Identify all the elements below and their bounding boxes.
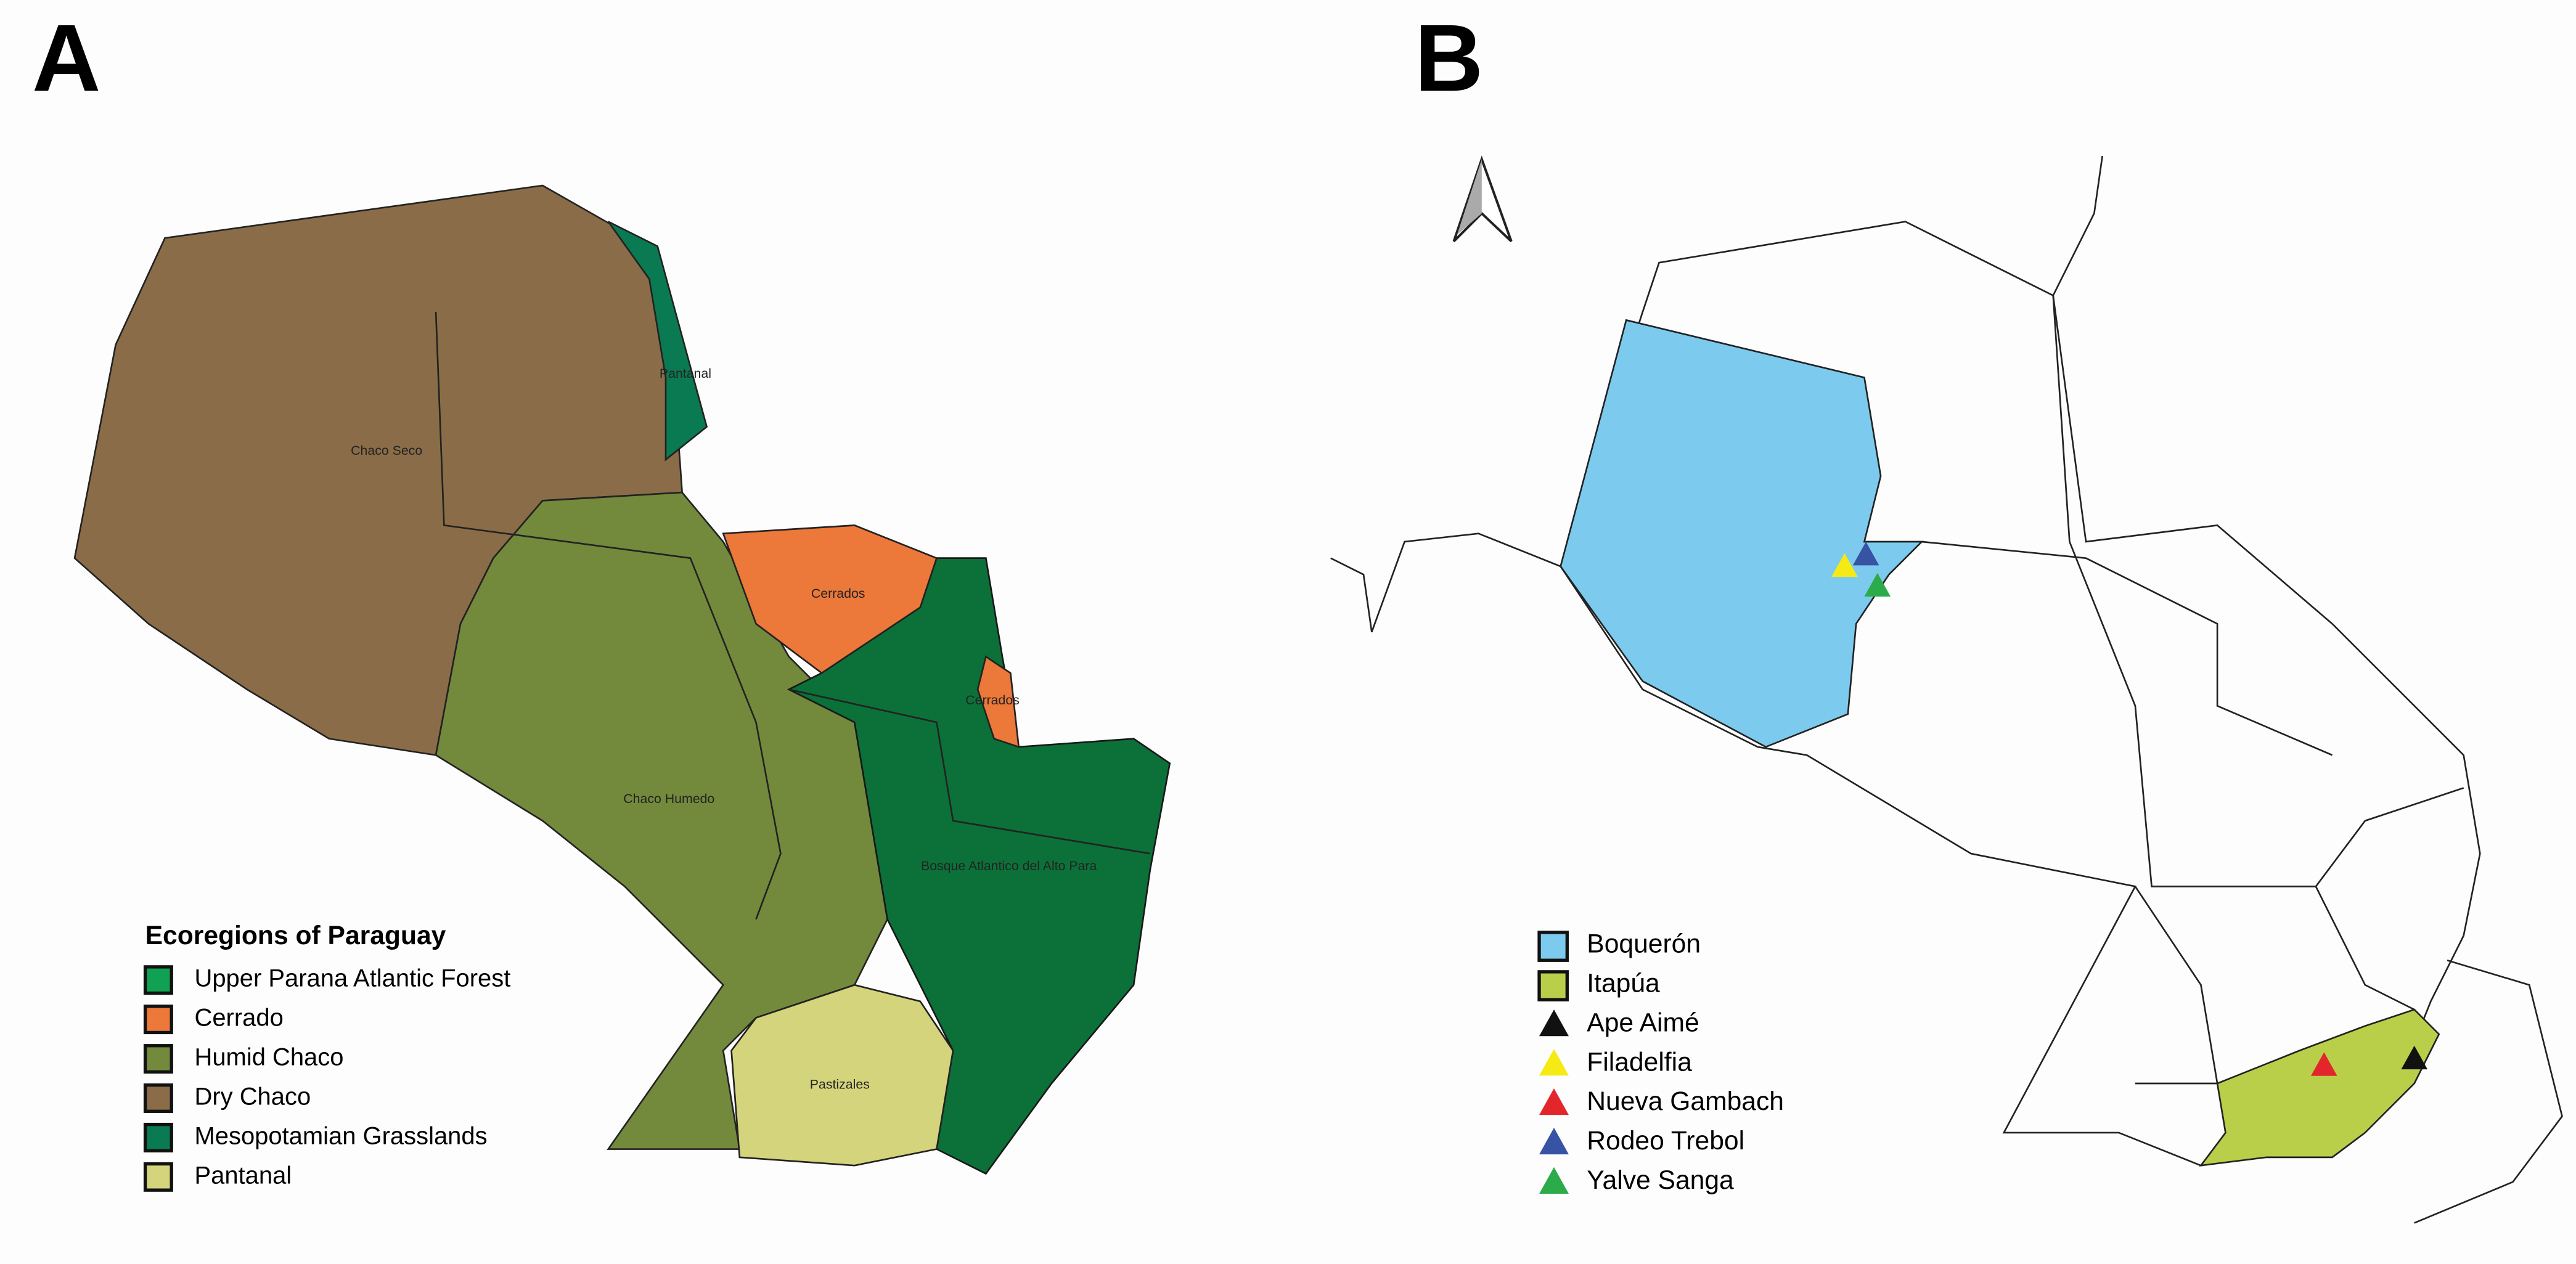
boundary: [435, 312, 782, 920]
legend-marker: [1539, 1127, 1569, 1155]
legend-label: Upper Parana Atlantic Forest: [195, 965, 511, 992]
legend-swatch: [143, 1122, 173, 1152]
legend-marker: [1539, 1167, 1569, 1194]
region-label: Cerrados: [965, 693, 1020, 707]
legend-label: Filadelfia: [1587, 1047, 1692, 1077]
map-b: [1330, 155, 2563, 1224]
legend-swatch: [143, 1044, 173, 1074]
legend: Boquerón Itapúa Ape Aimé Filadelfia Nueva Ga…: [1537, 929, 1784, 1195]
region-label: Chaco Seco: [351, 443, 422, 458]
cerrado: [722, 524, 938, 674]
boundary: [1921, 540, 2333, 756]
boqueron: [1560, 319, 1924, 748]
humid-chaco: [435, 491, 888, 1150]
site-marker: [1852, 542, 1879, 566]
region-label: Bosque Atlantico del Alto Para: [921, 858, 1097, 873]
legend-swatch: [143, 1005, 173, 1035]
mesopotamian: [607, 221, 708, 462]
site-marker: [2310, 1052, 2337, 1076]
itapua: [2199, 1008, 2440, 1167]
region-label: Cerrados: [811, 586, 865, 601]
legend-swatch: [143, 1083, 173, 1113]
site-marker: [1831, 553, 1858, 577]
legend-marker: [1539, 1009, 1569, 1037]
legend-title: Ecoregions of Paraguay: [145, 921, 446, 950]
panel-label: A: [32, 4, 101, 111]
cerrado: [976, 655, 1020, 748]
legend-label: Humid Chaco: [195, 1044, 344, 1071]
legend-label: Pantanal: [195, 1162, 292, 1189]
site-marker: [2401, 1045, 2428, 1070]
river: [2052, 155, 2103, 296]
panel-label: B: [1415, 4, 1484, 111]
legend-swatch: [1537, 931, 1569, 962]
river: [1330, 532, 1561, 632]
sites: [1831, 542, 2428, 1076]
legend-label: Yalve Sanga: [1587, 1165, 1734, 1195]
legend-label: Itapúa: [1587, 968, 1660, 998]
legend-swatch: [143, 965, 173, 995]
legend-swatch: [1537, 970, 1569, 1001]
boundary: [2134, 886, 2218, 1085]
pantanal: [730, 984, 954, 1167]
boundary: [2315, 886, 2415, 1011]
legend-swatch: [143, 1162, 173, 1192]
border: [2414, 959, 2563, 1224]
boundary: [788, 688, 1150, 855]
legend-label: Rodeo Trebol: [1587, 1126, 1744, 1156]
region-label: Pastizales: [810, 1077, 870, 1091]
region-label: Pantanal: [660, 366, 711, 381]
site-marker: [1864, 573, 1891, 597]
region-label: Chaco Humedo: [623, 791, 714, 806]
legend-label: Cerrado: [195, 1005, 284, 1032]
legend-label: Dry Chaco: [195, 1083, 311, 1111]
legend: Ecoregions of Paraguay Upper Parana Atla…: [143, 921, 511, 1192]
legend-marker: [1539, 1049, 1569, 1076]
boundary: [2052, 295, 2464, 887]
legend-marker: [1539, 1088, 1569, 1115]
legend-label: Mesopotamian Grasslands: [195, 1122, 488, 1149]
map-a: Pantanal Chaco Seco Cerrados Cerrados Ch…: [73, 184, 1171, 1175]
legend-label: Nueva Gambach: [1587, 1087, 1784, 1116]
legend-label: Boquerón: [1587, 929, 1701, 959]
legend-label: Ape Aimé: [1587, 1008, 1699, 1037]
